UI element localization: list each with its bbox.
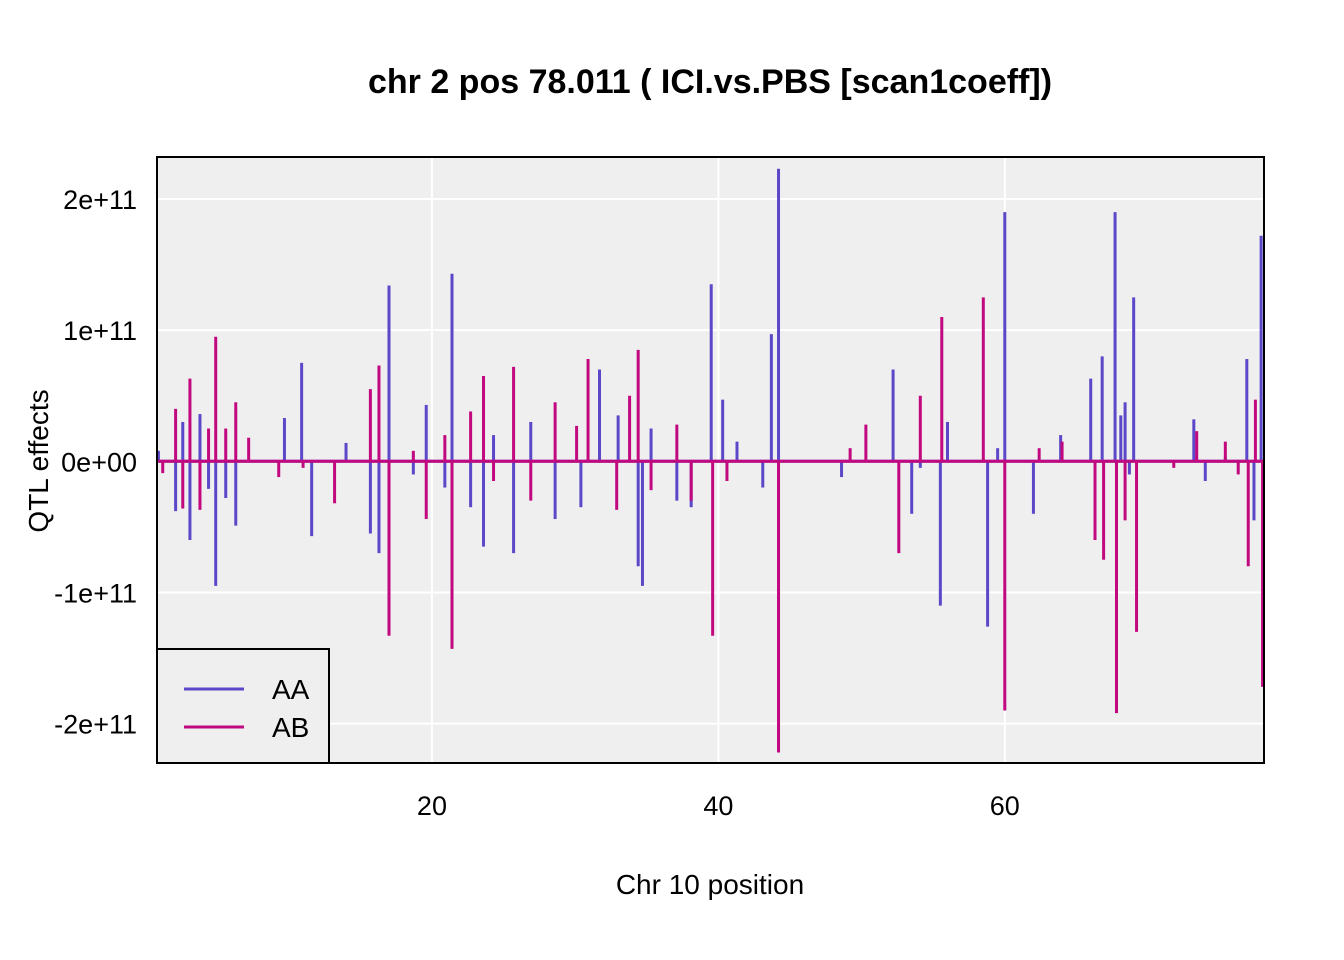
chart-title: chr 2 pos 78.011 ( ICI.vs.PBS [scan1coef… <box>368 63 1052 101</box>
legend-box <box>156 648 330 764</box>
x-tick-label: 40 <box>703 791 733 821</box>
legend-label-aa: AA <box>272 674 310 705</box>
x-tick-label: 20 <box>417 791 447 821</box>
y-tick-label: 2e+11 <box>63 185 137 215</box>
y-tick-label: -1e+11 <box>54 578 137 608</box>
y-axis-label: QTL effects <box>23 389 54 532</box>
series-ab <box>158 297 1265 753</box>
series-layer <box>156 168 1265 753</box>
x-axis-label: Chr 10 position <box>616 869 804 900</box>
y-tick-label: 0e+00 <box>61 447 137 477</box>
x-tick-label: 60 <box>990 791 1020 821</box>
y-tick-label: 1e+11 <box>63 316 137 346</box>
plot-frame <box>156 156 1265 764</box>
y-axis-ticks: 2e+11 1e+11 0e+00 -1e+11 -2e+11 <box>54 185 137 740</box>
legend: AA AB <box>156 648 330 764</box>
y-tick-label: -2e+11 <box>54 710 137 740</box>
x-axis-ticks: 20 40 60 <box>417 791 1020 821</box>
legend-label-ab: AB <box>272 712 309 743</box>
